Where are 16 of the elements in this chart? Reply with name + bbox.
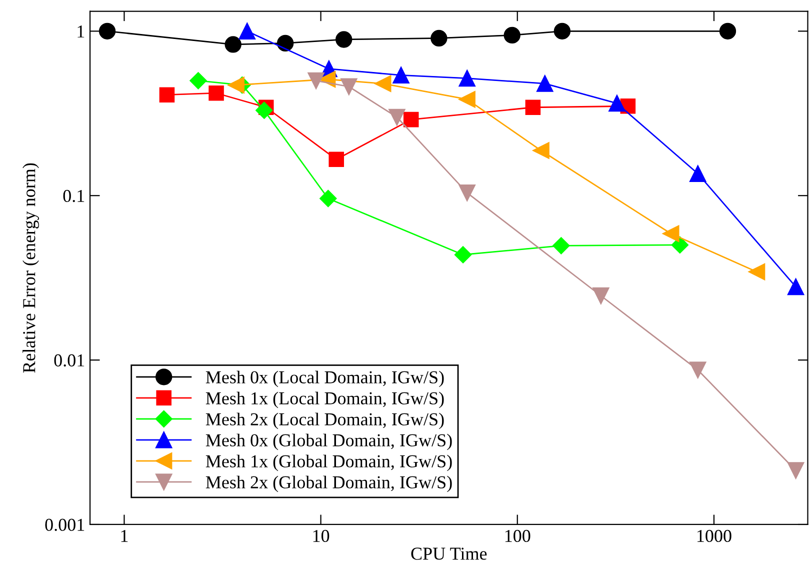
y-tick-label: 0.01 xyxy=(54,354,84,367)
legend-label: Mesh 0x (Global Domain, IGw/S) xyxy=(206,434,452,450)
y-axis-title: Relative Error (energy norm) xyxy=(22,163,39,373)
x-axis-title: CPU Time xyxy=(411,548,487,560)
legend-label: Mesh 2x (Global Domain, IGw/S) xyxy=(206,476,452,492)
legend-label: Mesh 2x (Local Domain, IGw/S) xyxy=(206,412,444,430)
x-tick-label: 1000 xyxy=(697,530,732,542)
legend-label: Mesh 0x (Local Domain, IGw/S) xyxy=(206,370,444,388)
x-tick-label: 1 xyxy=(121,530,128,542)
x-tick-label: 10 xyxy=(313,530,330,542)
y-tick-label: 1 xyxy=(78,26,84,38)
y-tick-label: 0.001 xyxy=(45,518,84,531)
y-tick-label: 0.1 xyxy=(63,190,84,202)
legend-label: Mesh 1x (Local Domain, IGw/S) xyxy=(206,392,444,408)
x-tick-label: 100 xyxy=(505,530,530,542)
legend-label: Mesh 1x (Global Domain, IGw/S) xyxy=(206,454,452,472)
